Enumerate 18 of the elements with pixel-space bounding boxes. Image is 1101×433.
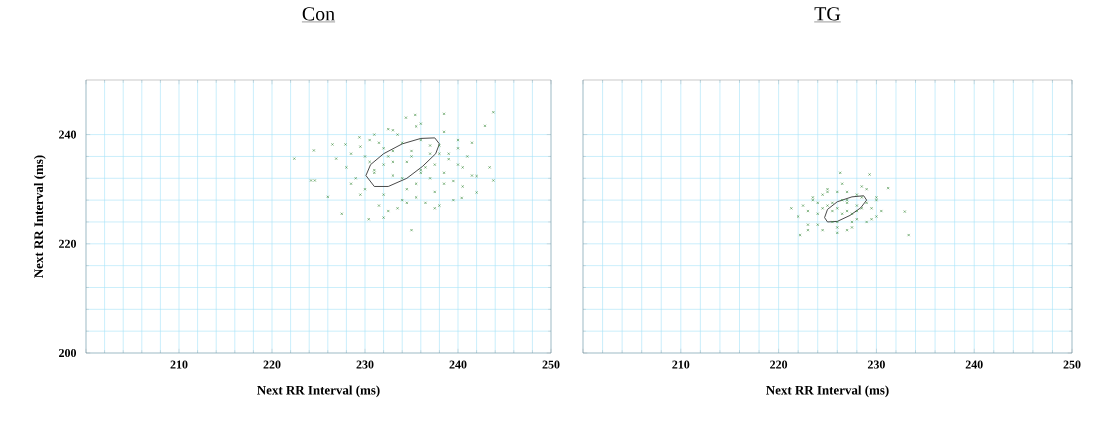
x-tick-label: 250 (1063, 360, 1081, 369)
x-tick-label: 250 (542, 360, 560, 369)
x-tick-label: 210 (170, 360, 188, 369)
x-axis-title: Next RR Interval (ms) (766, 385, 889, 398)
y-tick-label: 200 (59, 348, 77, 358)
chart-title: Con (302, 7, 335, 21)
x-tick-label: 240 (449, 360, 467, 369)
x-tick-label: 220 (770, 360, 788, 369)
y-tick-label: 240 (59, 130, 77, 139)
chart-title: TG (814, 7, 841, 21)
y-axis-title: Next RR Interval (ms) (33, 155, 46, 278)
x-tick-label: 230 (867, 360, 885, 369)
x-tick-label: 210 (672, 360, 690, 369)
x-axis-title: Next RR Interval (ms) (257, 385, 380, 398)
x-tick-label: 230 (356, 360, 374, 369)
y-tick-label: 220 (59, 239, 77, 248)
x-tick-label: 240 (965, 360, 983, 369)
x-tick-label: 220 (263, 360, 281, 369)
